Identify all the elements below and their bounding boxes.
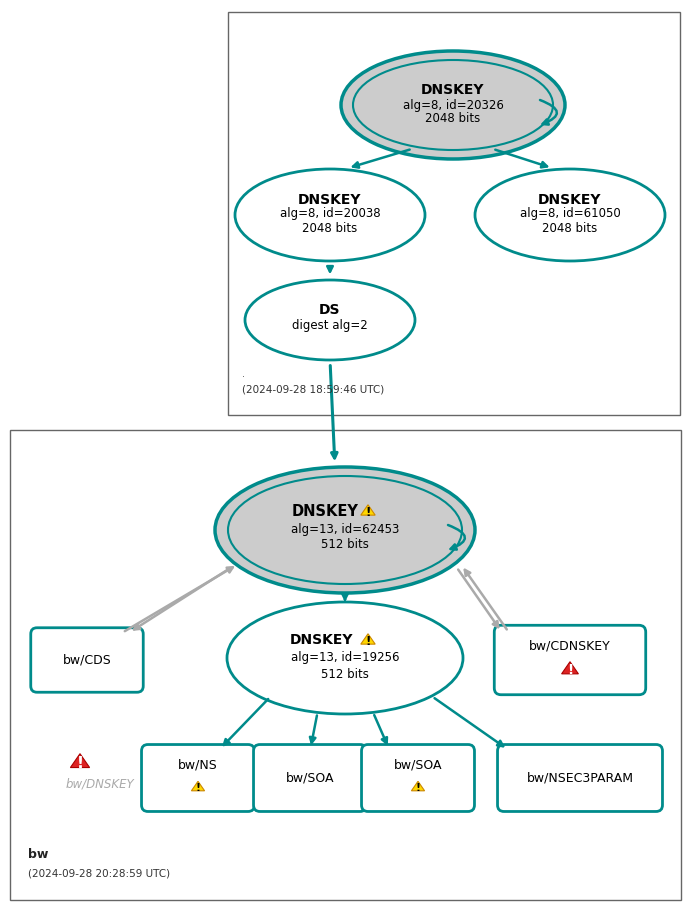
FancyBboxPatch shape xyxy=(498,744,663,811)
Text: !: ! xyxy=(366,634,370,648)
Text: 2048 bits: 2048 bits xyxy=(542,221,598,234)
Text: (2024-09-28 20:28:59 UTC): (2024-09-28 20:28:59 UTC) xyxy=(28,868,170,878)
Text: (2024-09-28 18:59:46 UTC): (2024-09-28 18:59:46 UTC) xyxy=(242,385,384,395)
Text: bw/NS: bw/NS xyxy=(178,758,218,771)
Text: bw/SOA: bw/SOA xyxy=(286,771,334,785)
Text: digest alg=2: digest alg=2 xyxy=(292,320,368,333)
Text: bw/CDS: bw/CDS xyxy=(63,653,111,666)
FancyArrowPatch shape xyxy=(310,716,317,743)
FancyArrowPatch shape xyxy=(342,594,348,599)
Text: .: . xyxy=(242,369,245,379)
Text: alg=8, id=20326: alg=8, id=20326 xyxy=(403,98,504,111)
Text: DNSKEY: DNSKEY xyxy=(422,83,485,97)
FancyArrowPatch shape xyxy=(328,267,333,272)
Ellipse shape xyxy=(235,169,425,261)
Text: bw: bw xyxy=(28,848,48,861)
Text: alg=13, id=62453: alg=13, id=62453 xyxy=(291,523,399,536)
Text: alg=8, id=20038: alg=8, id=20038 xyxy=(280,208,380,221)
FancyArrowPatch shape xyxy=(448,525,465,550)
Text: !: ! xyxy=(567,664,573,677)
Text: 2048 bits: 2048 bits xyxy=(303,221,358,234)
Text: alg=8, id=61050: alg=8, id=61050 xyxy=(520,208,621,221)
Ellipse shape xyxy=(475,169,665,261)
FancyArrowPatch shape xyxy=(540,100,557,125)
Text: DNSKEY: DNSKEY xyxy=(292,504,359,518)
Polygon shape xyxy=(361,505,375,516)
FancyBboxPatch shape xyxy=(361,744,475,811)
Polygon shape xyxy=(562,662,578,674)
FancyArrowPatch shape xyxy=(224,699,268,745)
Text: !: ! xyxy=(366,505,370,518)
Text: DNSKEY: DNSKEY xyxy=(290,633,354,647)
FancyArrowPatch shape xyxy=(125,567,233,631)
Text: !: ! xyxy=(196,783,200,793)
Text: DS: DS xyxy=(319,303,341,317)
Text: !: ! xyxy=(415,783,420,793)
Polygon shape xyxy=(70,754,90,767)
FancyArrowPatch shape xyxy=(495,150,547,167)
Text: bw/CDNSKEY: bw/CDNSKEY xyxy=(529,640,611,652)
FancyArrowPatch shape xyxy=(353,150,410,167)
Text: !: ! xyxy=(77,756,84,771)
Text: 512 bits: 512 bits xyxy=(321,667,369,680)
Ellipse shape xyxy=(227,602,463,714)
FancyArrowPatch shape xyxy=(375,715,387,743)
FancyBboxPatch shape xyxy=(31,628,143,692)
Polygon shape xyxy=(191,781,205,791)
Text: bw/NSEC3PARAM: bw/NSEC3PARAM xyxy=(527,771,634,785)
Bar xyxy=(228,12,680,415)
FancyBboxPatch shape xyxy=(142,744,254,811)
Text: DNSKEY: DNSKEY xyxy=(299,193,362,207)
FancyArrowPatch shape xyxy=(465,570,507,630)
FancyArrowPatch shape xyxy=(134,568,230,630)
FancyBboxPatch shape xyxy=(494,625,645,695)
Ellipse shape xyxy=(215,467,475,593)
Text: 512 bits: 512 bits xyxy=(321,539,369,551)
Text: alg=13, id=19256: alg=13, id=19256 xyxy=(291,652,399,664)
FancyArrowPatch shape xyxy=(435,698,503,746)
Text: 2048 bits: 2048 bits xyxy=(426,112,481,126)
FancyArrowPatch shape xyxy=(330,366,337,458)
Bar xyxy=(10,430,681,900)
FancyArrowPatch shape xyxy=(458,570,498,627)
Text: bw/SOA: bw/SOA xyxy=(394,758,442,771)
Ellipse shape xyxy=(341,51,565,159)
Text: bw/DNSKEY: bw/DNSKEY xyxy=(66,777,134,790)
Ellipse shape xyxy=(245,280,415,360)
FancyBboxPatch shape xyxy=(254,744,366,811)
Text: DNSKEY: DNSKEY xyxy=(538,193,602,207)
Polygon shape xyxy=(361,634,375,644)
Polygon shape xyxy=(411,781,424,791)
